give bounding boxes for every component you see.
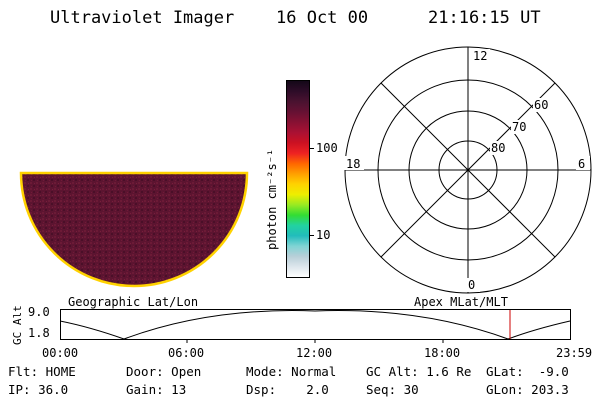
colorbar-tick-label: 10	[316, 228, 331, 242]
colorbar	[286, 80, 310, 278]
info-value: HOME	[45, 364, 76, 379]
info-value: 30	[403, 382, 419, 397]
timeline-x-tick: 23:59	[556, 346, 593, 360]
altitude-timeline	[60, 309, 571, 343]
info-value: 2.0	[306, 382, 329, 397]
app-title: Ultraviolet Imager	[50, 8, 235, 28]
polar-diagonal	[380, 82, 556, 258]
info-mode: Mode: Normal	[246, 364, 337, 379]
timeline-x-tick: 06:00	[168, 346, 205, 360]
mlt-label-midnight: 0	[468, 278, 475, 292]
info-value: 203.3	[531, 382, 569, 397]
lat-label-60: 60	[534, 98, 548, 112]
info-value: 13	[171, 382, 187, 397]
info-value: 36.0	[38, 382, 69, 397]
timeline-frame	[60, 309, 571, 340]
lat-label-80: 80	[491, 141, 505, 155]
altitude-curve	[60, 310, 571, 340]
timeline-y-tick: 1.8	[28, 326, 50, 340]
colorbar-unit-label: photon cm⁻²s⁻¹	[265, 148, 279, 250]
info-door: Door: Open	[126, 364, 202, 379]
observation-date: 16 Oct 00	[276, 8, 369, 28]
info-value: Normal	[291, 364, 337, 379]
colorbar-gradient	[287, 81, 309, 277]
mlt-label-noon: 12	[473, 49, 487, 63]
apex-label: Apex MLat/MLT	[414, 295, 508, 309]
info-gc-alt: GC Alt: 1.6 Re	[366, 364, 472, 379]
timeline-x-tick: 18:00	[424, 346, 461, 360]
colorbar-tick-label: 100	[316, 141, 338, 155]
info-glon: GLon: 203.3	[486, 382, 569, 397]
geographic-image	[19, 171, 249, 288]
observation-time: 21:16:15 UT	[428, 8, 541, 28]
info-flight: Flt: HOME	[8, 364, 76, 379]
info-ip: IP: 36.0	[8, 382, 69, 397]
info-gain: Gain: 13	[126, 382, 187, 397]
timeline-y-tick: 9.0	[28, 305, 50, 319]
info-value: Open	[171, 364, 202, 379]
colorbar-tick-10	[309, 235, 314, 236]
info-value: -9.0	[538, 364, 569, 379]
timeline-y-axis-label: GC Alt	[11, 305, 24, 345]
timeline-x-tick: 00:00	[42, 346, 79, 360]
mlt-label-dusk: 18	[346, 157, 360, 171]
colorbar-tick-100	[309, 148, 314, 149]
lat-label-70: 70	[512, 120, 526, 134]
info-dsp: Dsp: 2.0	[246, 382, 329, 397]
info-glat: GLat: -9.0	[486, 364, 569, 379]
mlt-label-dawn: 6	[578, 157, 585, 171]
info-value: 1.6 Re	[426, 364, 472, 379]
geographic-disc	[19, 171, 249, 288]
polar-plot: 12 18 6 0 60 70 80	[344, 46, 592, 294]
info-seq: Seq: 30	[366, 382, 419, 397]
timeline-x-tick: 12:00	[296, 346, 333, 360]
geographic-label: Geographic Lat/Lon	[68, 295, 199, 309]
